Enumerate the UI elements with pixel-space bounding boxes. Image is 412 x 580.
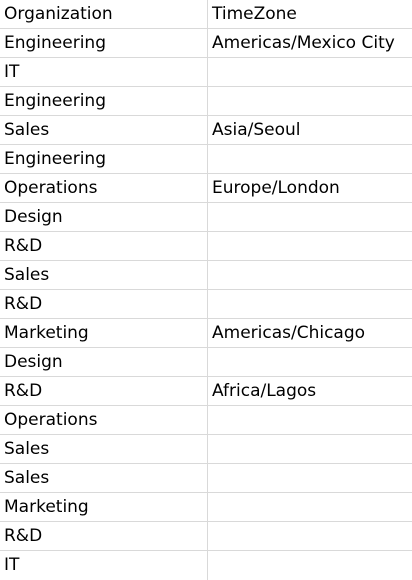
- table-row: Marketing: [0, 493, 412, 522]
- organization-cell[interactable]: Sales: [0, 464, 208, 493]
- timezone-cell[interactable]: [208, 551, 412, 580]
- organization-cell[interactable]: Operations: [0, 174, 208, 203]
- organization-cell[interactable]: Operations: [0, 406, 208, 435]
- table-row: Engineering: [0, 145, 412, 174]
- table-row: IT: [0, 551, 412, 580]
- timezone-cell[interactable]: [208, 261, 412, 290]
- timezone-cell[interactable]: [208, 493, 412, 522]
- table-row: Sales: [0, 261, 412, 290]
- table-row: R&D: [0, 290, 412, 319]
- table-row: Engineering Americas/Mexico City: [0, 29, 412, 58]
- table-row: R&D: [0, 522, 412, 551]
- table-row: Operations Europe/London: [0, 174, 412, 203]
- timezone-cell[interactable]: Americas/Chicago: [212, 323, 366, 343]
- table-row: Design: [0, 348, 412, 377]
- organization-cell[interactable]: R&D: [0, 232, 208, 261]
- organization-cell[interactable]: IT: [0, 551, 208, 580]
- organization-cell[interactable]: Marketing: [0, 319, 208, 348]
- organization-cell[interactable]: Sales: [0, 435, 208, 464]
- organization-cell[interactable]: Engineering: [0, 87, 208, 116]
- organization-cell[interactable]: R&D: [0, 377, 208, 406]
- timezone-cell[interactable]: [208, 522, 412, 551]
- table-row: R&D Africa/Lagos: [0, 377, 412, 406]
- timezone-cell[interactable]: [208, 145, 412, 174]
- organization-cell[interactable]: Design: [0, 203, 208, 232]
- table-row: Design: [0, 203, 412, 232]
- timezone-cell[interactable]: [208, 232, 412, 261]
- organization-cell[interactable]: Marketing: [0, 493, 208, 522]
- header-cell-timezone[interactable]: TimeZone: [212, 4, 297, 24]
- timezone-cell[interactable]: [208, 58, 412, 87]
- header-row: Organization TimeZone: [0, 0, 412, 29]
- organization-cell[interactable]: Design: [0, 348, 208, 377]
- organization-cell[interactable]: Sales: [0, 261, 208, 290]
- organization-cell[interactable]: Sales: [0, 116, 208, 145]
- table-row: Sales: [0, 435, 412, 464]
- table-row: Operations: [0, 406, 412, 435]
- timezone-cell[interactable]: Africa/Lagos: [212, 381, 317, 401]
- timezone-cell[interactable]: [208, 464, 412, 493]
- table-row: Sales: [0, 464, 412, 493]
- table-row: IT: [0, 58, 412, 87]
- timezone-cell[interactable]: [208, 348, 412, 377]
- organization-cell[interactable]: R&D: [0, 522, 208, 551]
- header-cell-organization[interactable]: Organization: [0, 0, 208, 29]
- organization-cell[interactable]: IT: [0, 58, 208, 87]
- timezone-cell[interactable]: Europe/London: [212, 178, 340, 198]
- timezone-cell[interactable]: Americas/Mexico City: [212, 33, 395, 53]
- table-row: R&D: [0, 232, 412, 261]
- timezone-cell[interactable]: Asia/Seoul: [212, 120, 301, 140]
- organization-cell[interactable]: Engineering: [0, 29, 208, 58]
- timezone-cell[interactable]: [208, 290, 412, 319]
- table-row: Engineering: [0, 87, 412, 116]
- timezone-cell[interactable]: [208, 435, 412, 464]
- organization-cell[interactable]: Engineering: [0, 145, 208, 174]
- table-row: Marketing Americas/Chicago: [0, 319, 412, 348]
- table-row: Sales Asia/Seoul: [0, 116, 412, 145]
- timezone-cell[interactable]: [208, 87, 412, 116]
- organization-cell[interactable]: R&D: [0, 290, 208, 319]
- timezone-cell[interactable]: [208, 203, 412, 232]
- timezone-cell[interactable]: [208, 406, 412, 435]
